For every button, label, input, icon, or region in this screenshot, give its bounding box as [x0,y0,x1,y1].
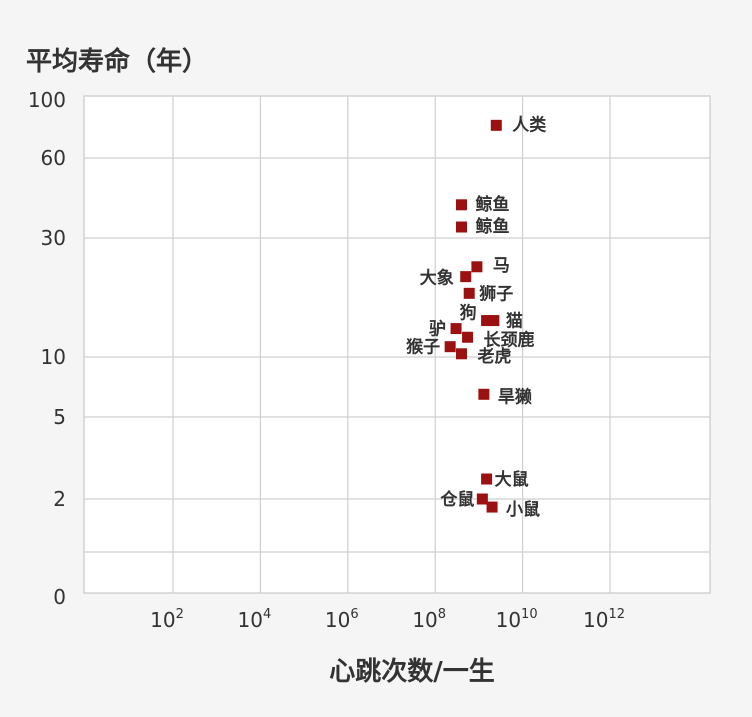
data-point [488,315,500,327]
data-point [476,493,488,505]
data-point-label: 猫 [506,311,523,332]
y-tick-label: 5 [53,405,66,429]
data-point-label: 狮子 [478,283,513,304]
x-tick-label: 106 [325,607,359,632]
data-point [481,315,493,327]
data-point [478,388,490,400]
data-point [460,271,472,283]
data-point-label: 狗 [460,303,477,324]
data-point [462,331,474,343]
y-tick-label: 100 [28,88,66,112]
data-point-label: 鲸鱼 [476,194,510,215]
data-point-label: 人类 [512,114,547,135]
y-tick-label: 10 [41,345,66,369]
data-point [481,473,493,485]
data-point [456,348,468,360]
data-point [456,221,468,233]
x-tick-label: 1010 [496,607,538,632]
data-point-label: 旱獭 [498,386,532,407]
data-point [463,287,475,299]
y-tick-label: 0 [53,585,66,609]
y-axis-title: 平均寿命（年） [26,46,208,77]
data-point [490,119,502,131]
plot-area [83,95,711,594]
y-tick-label: 30 [41,226,66,250]
x-tick-label: 1012 [583,607,625,632]
data-point-label: 大象 [420,268,454,289]
x-tick-label: 108 [412,607,446,632]
data-point-label: 大鼠 [495,469,529,490]
data-point-label: 长颈鹿 [484,329,535,350]
data-point-label: 马 [493,256,510,276]
y-tick-label: 60 [41,146,66,170]
grid-lines [84,96,710,593]
data-point [456,199,468,211]
data-point [450,323,462,335]
data-point-label: 猴子 [406,337,440,358]
axis-ticks: 102 104 106 108 1010 1012 100 60 30 10 5 2 0 [28,88,625,632]
data-point [471,261,483,273]
data-point [444,341,456,353]
data-point-label: 小鼠 [506,499,540,520]
data-point-label: 老虎 [477,346,512,367]
data-point-label: 鲸鱼 [476,216,510,237]
y-tick-label: 2 [53,487,66,511]
x-axis-title: 心跳次数/一生 [329,657,495,687]
x-tick-label: 102 [150,607,184,632]
x-tick-label: 104 [238,607,272,632]
data-point-label: 仓鼠 [439,489,474,510]
data-point-label: 驴 [429,319,446,340]
data-point [486,501,498,513]
